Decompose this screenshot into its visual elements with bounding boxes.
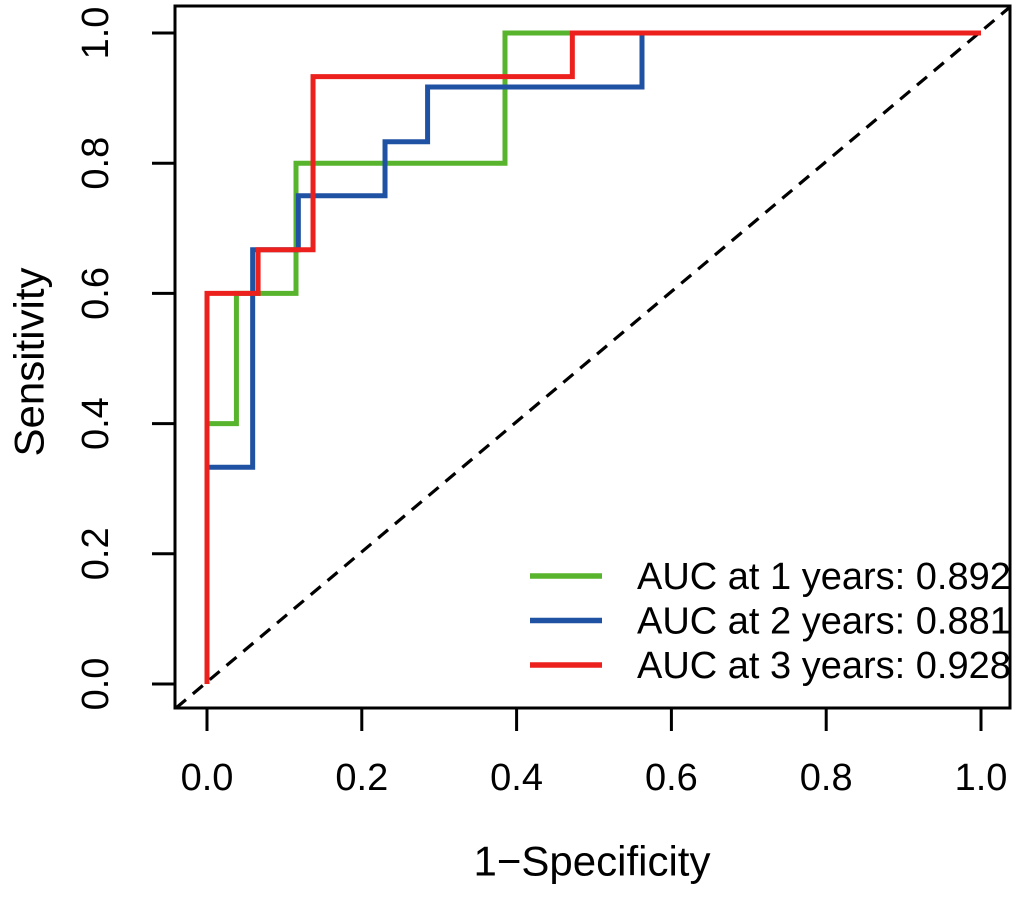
roc-curve-2-years — [204, 30, 981, 684]
y-axis-ticks: 0.0 0.2 0.4 0.6 0.8 1.0 — [75, 7, 175, 711]
roc-curve-3-years — [204, 30, 981, 684]
legend-label-3-years: AUC at 3 years: 0.928 — [637, 645, 1011, 687]
x-axis-label: 1−Specificity — [474, 838, 711, 885]
roc-curves — [204, 30, 981, 684]
y-tick-label: 0.4 — [75, 397, 117, 450]
x-tick-label: 0.8 — [800, 757, 853, 799]
x-tick-label: 0.6 — [645, 757, 698, 799]
x-tick-label: 0.0 — [181, 757, 234, 799]
legend-label-1-years: AUC at 1 years: 0.892 — [637, 556, 1011, 598]
x-axis-ticks: 0.0 0.2 0.4 0.6 0.8 1.0 — [181, 708, 1008, 799]
reference-diagonal-line — [174, 5, 1012, 710]
y-tick-label: 0.8 — [75, 137, 117, 190]
plot-border — [173, 4, 1012, 710]
x-tick-label: 0.2 — [335, 757, 388, 799]
y-tick-label: 0.0 — [75, 658, 117, 711]
y-tick-label: 0.2 — [75, 527, 117, 580]
y-axis-label: Sensitivity — [6, 267, 53, 456]
legend-label-2-years: AUC at 2 years: 0.881 — [637, 601, 1011, 643]
y-tick-label: 1.0 — [75, 7, 117, 60]
x-tick-label: 1.0 — [955, 757, 1008, 799]
y-tick-label: 0.6 — [75, 267, 117, 320]
x-tick-label: 0.4 — [490, 757, 543, 799]
